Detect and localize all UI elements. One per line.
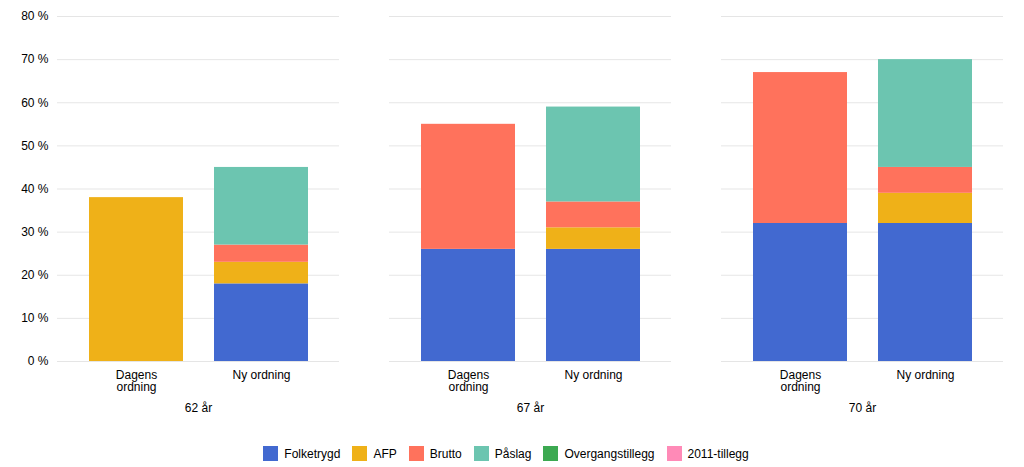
html-text:AFP: AFP: [373, 446, 397, 461]
svg-text:Dagensordning: Dagensordning: [780, 368, 821, 394]
svg-text:67 år: 67 år: [517, 401, 544, 415]
html-text:Påslag: Påslag: [494, 446, 532, 461]
svg-text:10 %: 10 %: [21, 311, 49, 325]
svg-text:62 år: 62 år: [185, 401, 212, 415]
svg-text:60 %: 60 %: [21, 96, 49, 110]
svg-text:Dagensordning: Dagensordning: [116, 368, 157, 394]
svg-text:0 %: 0 %: [28, 354, 49, 368]
svg-text:50 %: 50 %: [21, 139, 49, 153]
svg-text:70 år: 70 år: [849, 401, 876, 415]
html-text:Brutto: Brutto: [429, 446, 462, 461]
html-text:Folketrygd: Folketrygd: [284, 446, 341, 461]
html-text:2011-tillegg: 2011-tillegg: [687, 446, 749, 461]
svg-text:20 %: 20 %: [21, 268, 49, 282]
html-text:Overgangstillegg: Overgangstillegg: [564, 446, 655, 461]
svg-text:80 %: 80 %: [21, 9, 49, 23]
svg-text:30 %: 30 %: [21, 225, 49, 239]
svg-text:Dagensordning: Dagensordning: [448, 368, 489, 394]
svg-text:Ny ordning: Ny ordning: [564, 368, 622, 382]
svg-text:Ny ordning: Ny ordning: [232, 368, 290, 382]
svg-text:40 %: 40 %: [21, 182, 49, 196]
svg-text:Ny ordning: Ny ordning: [896, 368, 954, 382]
svg-text:70 %: 70 %: [21, 52, 49, 66]
